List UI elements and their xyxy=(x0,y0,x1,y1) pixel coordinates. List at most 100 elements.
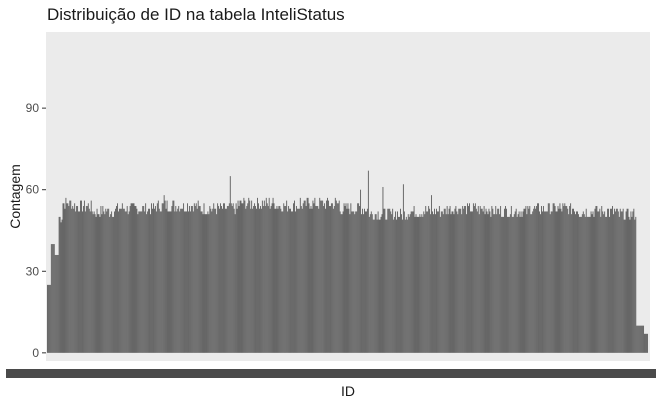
bar xyxy=(482,211,484,353)
bar xyxy=(327,197,328,353)
bar xyxy=(586,216,588,353)
bar xyxy=(642,325,644,353)
bar xyxy=(592,211,594,353)
bar xyxy=(503,216,504,353)
bar xyxy=(53,244,55,353)
bar xyxy=(307,197,309,353)
bar xyxy=(607,208,609,353)
bar xyxy=(331,203,333,353)
bar xyxy=(612,214,614,353)
bar xyxy=(576,211,577,353)
bar xyxy=(273,203,275,353)
bar xyxy=(171,206,173,353)
bar xyxy=(259,208,260,353)
bar xyxy=(588,216,590,353)
bar xyxy=(195,203,197,353)
bar xyxy=(577,211,578,353)
bar xyxy=(294,211,296,353)
bar xyxy=(217,203,219,353)
bar xyxy=(405,216,407,353)
bar xyxy=(581,214,583,353)
bar xyxy=(553,203,555,353)
bar xyxy=(404,219,406,353)
bar xyxy=(56,254,58,353)
bar xyxy=(526,214,528,353)
bar xyxy=(605,216,607,353)
bar xyxy=(566,206,568,353)
bar xyxy=(591,214,593,353)
bar xyxy=(384,208,386,353)
bar xyxy=(577,214,579,353)
bar xyxy=(509,214,511,353)
bar xyxy=(82,206,84,353)
y-tick-label: 30 xyxy=(26,264,40,278)
bar xyxy=(550,211,552,353)
bar xyxy=(606,216,608,353)
bar xyxy=(144,211,146,353)
bar xyxy=(420,216,422,353)
bar xyxy=(250,208,252,353)
y-tick-label: 0 xyxy=(32,346,39,360)
bar xyxy=(301,208,303,353)
bar xyxy=(252,208,254,353)
bar xyxy=(290,208,291,353)
bar xyxy=(117,203,118,353)
bar xyxy=(497,208,499,353)
bar xyxy=(443,208,445,353)
bar xyxy=(505,206,506,353)
bar xyxy=(109,216,111,353)
bar xyxy=(371,214,373,353)
bar xyxy=(81,200,82,353)
bar xyxy=(598,211,600,353)
bar xyxy=(338,200,340,353)
bar xyxy=(172,200,174,353)
x-tick-labels-band xyxy=(6,369,656,378)
bar xyxy=(229,176,231,353)
bar xyxy=(140,211,142,353)
x-axis-title: ID xyxy=(341,383,355,399)
bar xyxy=(356,211,358,353)
bar xyxy=(146,214,148,353)
bar xyxy=(619,208,621,353)
bar xyxy=(456,211,458,353)
bar xyxy=(502,216,504,353)
bar xyxy=(267,206,269,353)
bar xyxy=(534,206,536,353)
bar xyxy=(516,216,518,353)
bar xyxy=(557,206,559,353)
bar xyxy=(470,211,471,353)
bar xyxy=(76,206,78,353)
bar xyxy=(464,206,466,353)
bar xyxy=(438,206,440,353)
bar xyxy=(556,211,558,353)
bar xyxy=(107,208,109,353)
bar xyxy=(552,203,554,353)
bar xyxy=(330,206,331,353)
bar xyxy=(611,208,612,353)
bar xyxy=(423,211,425,353)
bar xyxy=(244,200,246,353)
bar xyxy=(616,208,618,353)
bar xyxy=(436,211,438,353)
bar xyxy=(612,206,613,353)
bar xyxy=(124,211,126,353)
bar xyxy=(363,214,364,353)
bar xyxy=(370,211,372,353)
bar xyxy=(238,206,240,353)
bar xyxy=(52,244,54,353)
bar xyxy=(541,206,542,353)
bar xyxy=(519,216,521,353)
bar xyxy=(308,203,310,353)
bar xyxy=(289,208,291,353)
bar xyxy=(138,211,140,353)
bar xyxy=(199,206,201,353)
bar xyxy=(116,206,117,353)
bar xyxy=(54,254,56,353)
bar xyxy=(47,284,49,353)
bar xyxy=(386,219,388,353)
bar xyxy=(471,211,473,353)
bar xyxy=(310,206,312,353)
bar xyxy=(604,211,606,353)
bar xyxy=(96,208,98,353)
bar xyxy=(510,206,512,353)
